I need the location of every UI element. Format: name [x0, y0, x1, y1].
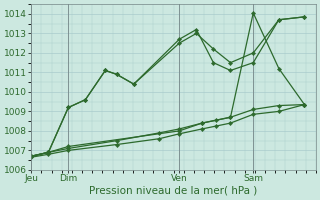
X-axis label: Pression niveau de la mer( hPa ): Pression niveau de la mer( hPa ) [90, 186, 258, 196]
